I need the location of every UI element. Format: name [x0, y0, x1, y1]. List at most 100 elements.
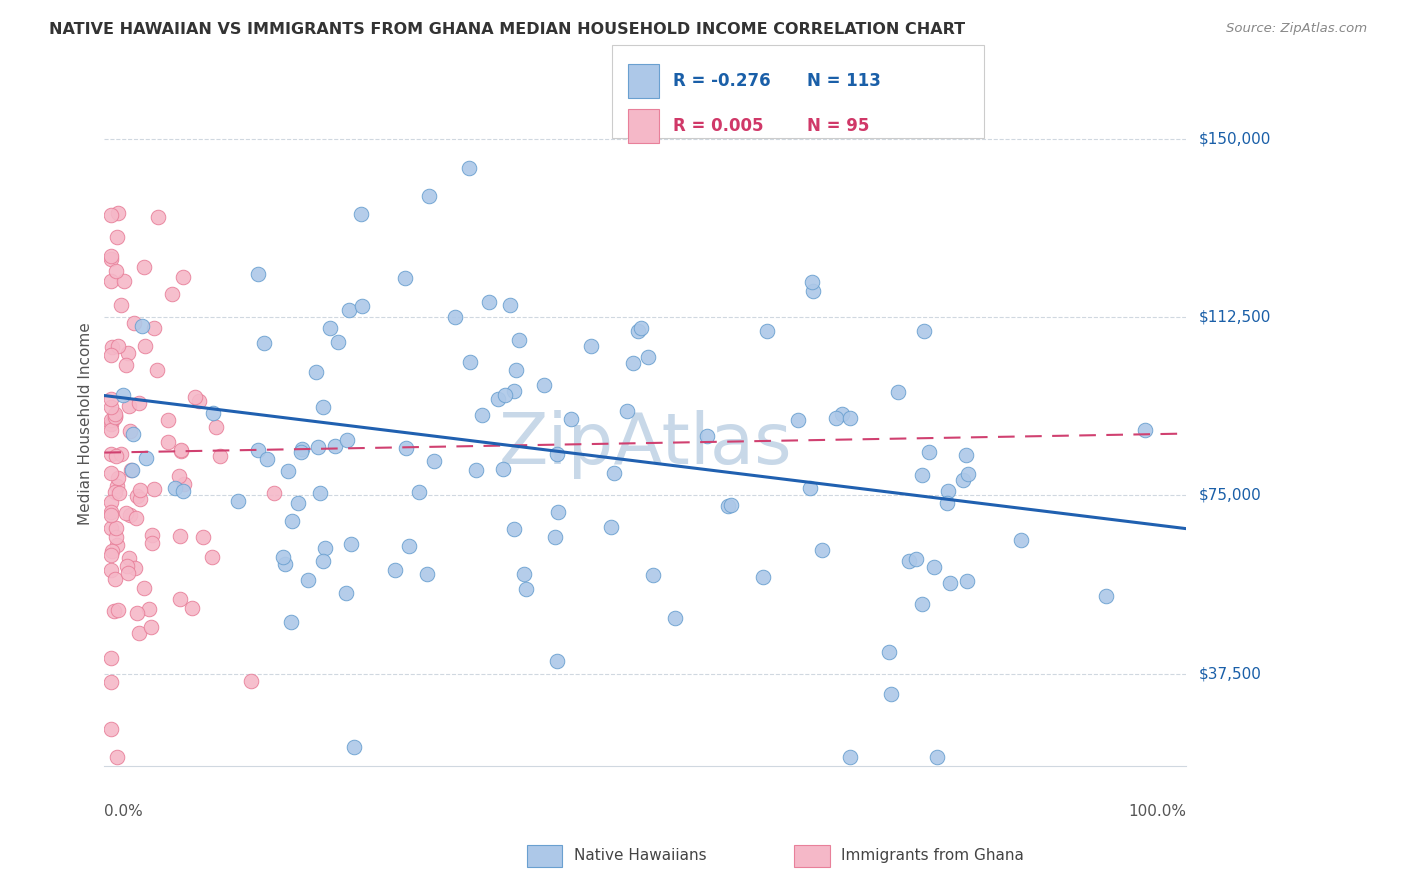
Point — [170, 442, 193, 457]
Point — [513, 567, 536, 582]
Point — [132, 582, 155, 596]
Point — [458, 355, 481, 369]
Point — [169, 444, 191, 458]
Text: $112,500: $112,500 — [1199, 310, 1271, 325]
Point — [408, 484, 430, 499]
Point — [135, 450, 157, 465]
Point — [104, 484, 127, 499]
Point — [104, 407, 127, 421]
Point — [280, 514, 302, 528]
Point — [100, 400, 122, 414]
Point — [305, 365, 328, 379]
Point — [544, 530, 567, 544]
Point — [287, 496, 309, 510]
Point — [326, 335, 349, 350]
Point — [337, 303, 360, 318]
Text: Native Hawaiians: Native Hawaiians — [574, 848, 706, 863]
Point — [752, 570, 775, 584]
Point — [910, 597, 932, 611]
Point — [172, 270, 194, 285]
Point — [664, 611, 686, 625]
Point — [128, 492, 150, 507]
Point — [134, 260, 156, 274]
Point — [799, 482, 821, 496]
Point — [101, 340, 124, 354]
Text: 0.0%: 0.0% — [104, 804, 143, 819]
Point — [100, 723, 122, 737]
Point — [205, 420, 228, 434]
Point — [104, 521, 127, 535]
Point — [394, 271, 416, 285]
Point — [105, 538, 128, 552]
Point — [1094, 590, 1116, 604]
Text: $150,000: $150,000 — [1199, 131, 1271, 146]
Point — [100, 249, 122, 263]
Point — [935, 495, 957, 509]
Point — [138, 601, 160, 615]
Point — [547, 505, 569, 519]
Point — [898, 554, 921, 568]
Point — [103, 604, 125, 618]
Point — [246, 443, 269, 458]
Text: R = -0.276: R = -0.276 — [673, 72, 770, 90]
Point — [103, 411, 125, 425]
Point — [955, 448, 977, 462]
Point — [141, 620, 163, 634]
Point — [191, 530, 214, 544]
Point — [104, 449, 127, 463]
Point — [156, 413, 179, 427]
Point — [503, 522, 526, 536]
Point — [637, 350, 659, 364]
Point — [142, 482, 165, 496]
Point — [117, 559, 139, 574]
Point — [307, 440, 329, 454]
Point — [810, 542, 832, 557]
Point — [101, 544, 124, 558]
Point — [202, 406, 225, 420]
Point — [318, 320, 340, 334]
Point — [312, 401, 335, 415]
Point — [128, 483, 150, 497]
Point — [169, 592, 191, 607]
Point — [104, 410, 127, 425]
Point — [546, 447, 568, 461]
Point — [188, 394, 211, 409]
Text: Source: ZipAtlas.com: Source: ZipAtlas.com — [1226, 22, 1367, 36]
Point — [100, 392, 122, 406]
Point — [100, 505, 122, 519]
Point — [114, 506, 136, 520]
Point — [335, 585, 357, 599]
Point — [603, 467, 626, 481]
Point — [100, 208, 122, 222]
Point — [120, 508, 142, 522]
Y-axis label: Median Household Income: Median Household Income — [79, 323, 93, 525]
Point — [956, 574, 979, 588]
Point — [280, 615, 302, 630]
Point — [100, 563, 122, 577]
Point — [398, 539, 420, 553]
Point — [107, 206, 129, 220]
Point — [121, 427, 143, 442]
Point — [128, 396, 150, 410]
Point — [831, 407, 853, 421]
Point — [308, 485, 330, 500]
Point — [100, 274, 122, 288]
Text: N = 113: N = 113 — [807, 72, 882, 90]
Text: NATIVE HAWAIIAN VS IMMIGRANTS FROM GHANA MEDIAN HOUSEHOLD INCOME CORRELATION CHA: NATIVE HAWAIIAN VS IMMIGRANTS FROM GHANA… — [49, 22, 966, 37]
Point — [343, 740, 366, 755]
Text: $37,500: $37,500 — [1199, 666, 1263, 681]
Point — [107, 479, 129, 493]
Point — [839, 749, 862, 764]
Point — [786, 413, 808, 427]
Point — [290, 445, 312, 459]
Point — [880, 687, 903, 701]
Point — [117, 551, 139, 566]
Point — [918, 445, 941, 459]
Point — [105, 229, 128, 244]
Point — [323, 439, 346, 453]
Point — [717, 499, 740, 513]
Point — [579, 338, 602, 352]
Point — [384, 563, 406, 577]
Point — [887, 385, 910, 400]
Point — [457, 161, 479, 175]
